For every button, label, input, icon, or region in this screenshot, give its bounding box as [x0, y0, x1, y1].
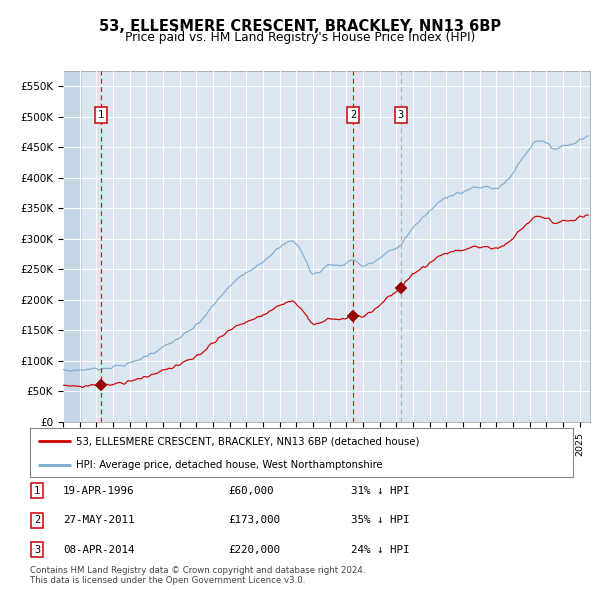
Text: HPI: Average price, detached house, West Northamptonshire: HPI: Average price, detached house, West… — [76, 460, 383, 470]
Text: 24% ↓ HPI: 24% ↓ HPI — [351, 545, 409, 555]
Text: £60,000: £60,000 — [228, 486, 274, 496]
Text: 53, ELLESMERE CRESCENT, BRACKLEY, NN13 6BP: 53, ELLESMERE CRESCENT, BRACKLEY, NN13 6… — [99, 19, 501, 34]
Text: 27-MAY-2011: 27-MAY-2011 — [63, 516, 134, 525]
Text: 3: 3 — [34, 545, 40, 555]
Text: £220,000: £220,000 — [228, 545, 280, 555]
Text: Price paid vs. HM Land Registry's House Price Index (HPI): Price paid vs. HM Land Registry's House … — [125, 31, 475, 44]
Text: 31% ↓ HPI: 31% ↓ HPI — [351, 486, 409, 496]
Text: 35% ↓ HPI: 35% ↓ HPI — [351, 516, 409, 525]
Text: 2: 2 — [350, 110, 356, 120]
Text: 1: 1 — [98, 110, 104, 120]
Text: 3: 3 — [398, 110, 404, 120]
Text: 19-APR-1996: 19-APR-1996 — [63, 486, 134, 496]
Text: 08-APR-2014: 08-APR-2014 — [63, 545, 134, 555]
Text: Contains HM Land Registry data © Crown copyright and database right 2024.
This d: Contains HM Land Registry data © Crown c… — [30, 566, 365, 585]
Text: 1: 1 — [34, 486, 40, 496]
Text: 2: 2 — [34, 516, 40, 525]
Text: 53, ELLESMERE CRESCENT, BRACKLEY, NN13 6BP (detached house): 53, ELLESMERE CRESCENT, BRACKLEY, NN13 6… — [76, 437, 419, 447]
Text: £173,000: £173,000 — [228, 516, 280, 525]
Bar — [63, 71, 82, 422]
